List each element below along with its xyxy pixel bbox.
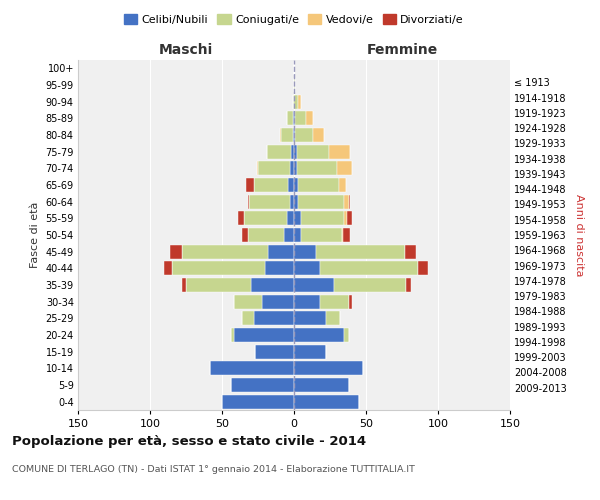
Bar — [266, 144, 291, 159]
Bar — [294, 311, 326, 326]
Bar — [337, 162, 352, 175]
Text: Maschi: Maschi — [159, 42, 213, 56]
Bar — [233, 328, 294, 342]
Bar — [294, 162, 297, 175]
Bar — [255, 344, 294, 359]
Bar — [344, 194, 349, 209]
Bar — [222, 394, 294, 409]
Bar — [294, 228, 301, 242]
Bar — [230, 378, 294, 392]
Bar — [326, 311, 340, 326]
Bar — [294, 244, 316, 259]
Bar — [164, 261, 172, 276]
Bar — [290, 194, 294, 209]
Bar — [329, 144, 350, 159]
Bar — [338, 178, 346, 192]
Bar — [257, 162, 258, 175]
Bar — [305, 112, 313, 126]
Bar — [294, 394, 359, 409]
Y-axis label: Fasce di età: Fasce di età — [30, 202, 40, 268]
Bar — [294, 328, 344, 342]
Bar — [297, 162, 337, 175]
Bar — [320, 294, 349, 308]
Bar — [291, 144, 294, 159]
Bar — [294, 128, 295, 142]
Bar — [242, 311, 254, 326]
Bar — [344, 328, 349, 342]
Bar — [294, 194, 298, 209]
Bar — [280, 128, 281, 142]
Bar — [294, 144, 297, 159]
Bar — [293, 112, 294, 126]
Text: COMUNE DI TERLAGO (TN) - Dati ISTAT 1° gennaio 2014 - Elaborazione TUTTITALIA.IT: COMUNE DI TERLAGO (TN) - Dati ISTAT 1° g… — [12, 465, 415, 474]
Bar — [343, 228, 350, 242]
Bar — [294, 361, 363, 376]
Bar — [284, 228, 294, 242]
Bar — [233, 294, 262, 308]
Bar — [262, 294, 294, 308]
Bar — [294, 261, 320, 276]
Bar — [406, 278, 410, 292]
Bar — [405, 244, 416, 259]
Bar — [301, 228, 341, 242]
Bar — [320, 261, 418, 276]
Bar — [298, 194, 344, 209]
Text: Popolazione per età, sesso e stato civile - 2014: Popolazione per età, sesso e stato civil… — [12, 435, 366, 448]
Bar — [250, 194, 290, 209]
Bar — [248, 194, 250, 209]
Bar — [294, 278, 334, 292]
Bar — [238, 211, 244, 226]
Bar — [265, 261, 294, 276]
Bar — [294, 344, 326, 359]
Bar — [258, 162, 290, 175]
Bar — [294, 78, 295, 92]
Bar — [418, 261, 428, 276]
Bar — [297, 144, 329, 159]
Bar — [247, 178, 254, 192]
Bar — [294, 378, 349, 392]
Bar — [254, 311, 294, 326]
Text: Femmine: Femmine — [367, 42, 437, 56]
Bar — [344, 211, 347, 226]
Bar — [313, 128, 324, 142]
Bar — [182, 244, 268, 259]
Bar — [230, 328, 233, 342]
Bar — [316, 244, 405, 259]
Bar — [211, 361, 294, 376]
Bar — [288, 178, 294, 192]
Legend: Celibi/Nubili, Coniugati/e, Vedovi/e, Divorziati/e: Celibi/Nubili, Coniugati/e, Vedovi/e, Di… — [119, 10, 469, 29]
Bar — [281, 128, 293, 142]
Bar — [287, 211, 294, 226]
Bar — [248, 228, 284, 242]
Bar — [294, 94, 298, 109]
Bar — [294, 178, 298, 192]
Bar — [298, 94, 301, 109]
Bar — [242, 228, 248, 242]
Bar — [293, 128, 294, 142]
Bar — [182, 278, 186, 292]
Bar — [287, 112, 293, 126]
Bar — [172, 261, 265, 276]
Bar — [295, 112, 305, 126]
Bar — [349, 294, 352, 308]
Bar — [293, 94, 294, 109]
Bar — [251, 278, 294, 292]
Bar — [298, 178, 338, 192]
Bar — [170, 244, 182, 259]
Bar — [294, 294, 320, 308]
Bar — [294, 211, 301, 226]
Bar — [244, 211, 287, 226]
Bar — [290, 162, 294, 175]
Y-axis label: Anni di nascita: Anni di nascita — [574, 194, 584, 276]
Bar — [341, 228, 343, 242]
Bar — [334, 278, 406, 292]
Bar — [349, 194, 350, 209]
Bar — [186, 278, 251, 292]
Bar — [294, 112, 295, 126]
Bar — [347, 211, 352, 226]
Bar — [295, 128, 313, 142]
Bar — [268, 244, 294, 259]
Bar — [254, 178, 288, 192]
Bar — [301, 211, 344, 226]
